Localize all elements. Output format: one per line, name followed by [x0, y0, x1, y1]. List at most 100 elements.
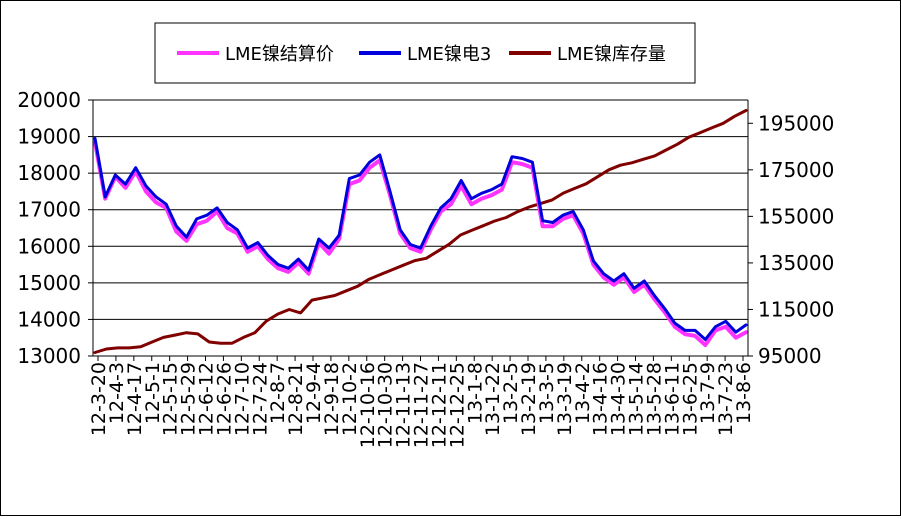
data-point: [482, 225, 484, 227]
data-point: [338, 238, 340, 240]
x-tick-label-2: 12-4-17: [124, 362, 146, 436]
data-point: [735, 337, 737, 339]
data-point: [735, 331, 737, 333]
x-tick-label-4: 12-5-15: [160, 362, 182, 436]
data-point: [619, 164, 622, 166]
legend-label-inventory: LME镍库存量: [557, 44, 666, 65]
data-point: [684, 333, 686, 335]
legend-entry-settlement: LME镍结算价: [177, 44, 334, 65]
series-points-0: [94, 141, 747, 346]
data-point: [562, 214, 564, 216]
data-point: [236, 229, 238, 231]
data-point: [140, 346, 142, 348]
data-point: [722, 122, 724, 124]
series-line-2: [93, 109, 748, 354]
data-point: [471, 229, 473, 231]
data-point: [623, 273, 625, 275]
data-point: [440, 207, 442, 209]
legend-label-cathode: LME镍电3: [407, 44, 491, 65]
y-right-tick-label-4: 115000: [758, 297, 834, 321]
data-point: [104, 196, 106, 198]
data-point: [391, 269, 393, 271]
data-point: [124, 187, 127, 189]
data-point: [582, 229, 584, 231]
data-point: [379, 273, 382, 276]
data-point: [603, 276, 605, 278]
data-point: [265, 320, 267, 322]
data-point: [300, 312, 302, 314]
x-tick-label-3: 12-5-1: [142, 362, 164, 424]
data-point: [311, 299, 313, 301]
data-point: [399, 232, 401, 235]
data-point: [711, 127, 713, 129]
data-point: [247, 247, 249, 249]
x-tick-label-32: 13-6-11: [661, 362, 683, 436]
y-left-tick-label-5: 15000: [17, 271, 81, 295]
x-tick-label-30: 13-5-14: [626, 362, 648, 436]
data-point: [414, 260, 416, 262]
data-point: [694, 329, 696, 331]
data-point: [151, 341, 153, 343]
data-point: [745, 109, 747, 112]
data-point: [531, 161, 534, 163]
data-point: [114, 174, 116, 176]
data-point: [206, 214, 208, 216]
data-point: [105, 348, 107, 350]
data-point: [552, 221, 554, 224]
data-point: [220, 342, 222, 344]
x-tick-label-22: 13-1-22: [482, 362, 504, 436]
data-point: [643, 284, 645, 286]
data-point: [450, 203, 452, 205]
data-point: [369, 167, 371, 169]
data-point: [511, 156, 513, 158]
data-point: [674, 322, 676, 324]
data-point: [521, 163, 523, 165]
data-point: [128, 347, 130, 349]
legend-entry-inventory: LME镍库存量: [509, 44, 666, 65]
x-tick-label-20: 12-12-25: [446, 362, 468, 448]
x-tick-label-24: 13-2-19: [518, 362, 540, 436]
data-point: [322, 297, 324, 299]
data-point: [505, 216, 507, 219]
series-points-1: [94, 137, 747, 341]
data-point: [480, 192, 483, 194]
data-point: [94, 137, 96, 139]
data-point: [542, 220, 544, 222]
data-point: [676, 143, 679, 145]
data-point: [734, 115, 736, 117]
series-points-2: [94, 109, 747, 354]
data-point: [358, 174, 361, 176]
data-point: [596, 176, 599, 178]
data-point: [562, 192, 564, 194]
gridlines: [93, 99, 748, 320]
x-tick-labels: 12-3-2012-4-312-4-1712-5-112-5-1512-5-29…: [88, 356, 755, 448]
x-tick-label-27: 13-4-2: [572, 362, 594, 424]
data-point: [501, 189, 503, 191]
y-left-tick-label-1: 19000: [17, 125, 81, 149]
y-right-tick-label-0: 195000: [758, 111, 834, 135]
data-point: [117, 347, 119, 349]
x-tick-label-8: 12-7-10: [231, 362, 253, 436]
data-point: [517, 211, 519, 213]
data-point: [196, 223, 198, 225]
data-point: [216, 207, 218, 209]
data-point: [297, 262, 299, 264]
data-point: [287, 271, 289, 273]
data-point: [242, 336, 245, 338]
x-tick-label-1: 12-4-3: [106, 362, 128, 424]
data-point: [572, 210, 574, 213]
y-left-tick-label-0: 20000: [17, 88, 81, 112]
data-point: [511, 161, 513, 163]
x-tick-label-34: 13-7-9: [697, 362, 719, 424]
data-point: [334, 294, 336, 297]
data-point: [254, 332, 256, 334]
data-point: [674, 326, 676, 328]
data-point: [653, 298, 656, 300]
data-point: [345, 290, 347, 292]
data-point: [196, 218, 198, 220]
data-point: [419, 251, 422, 253]
x-tick-label-10: 12-8-7: [267, 362, 289, 424]
data-point: [379, 154, 381, 156]
data-point: [135, 167, 137, 169]
